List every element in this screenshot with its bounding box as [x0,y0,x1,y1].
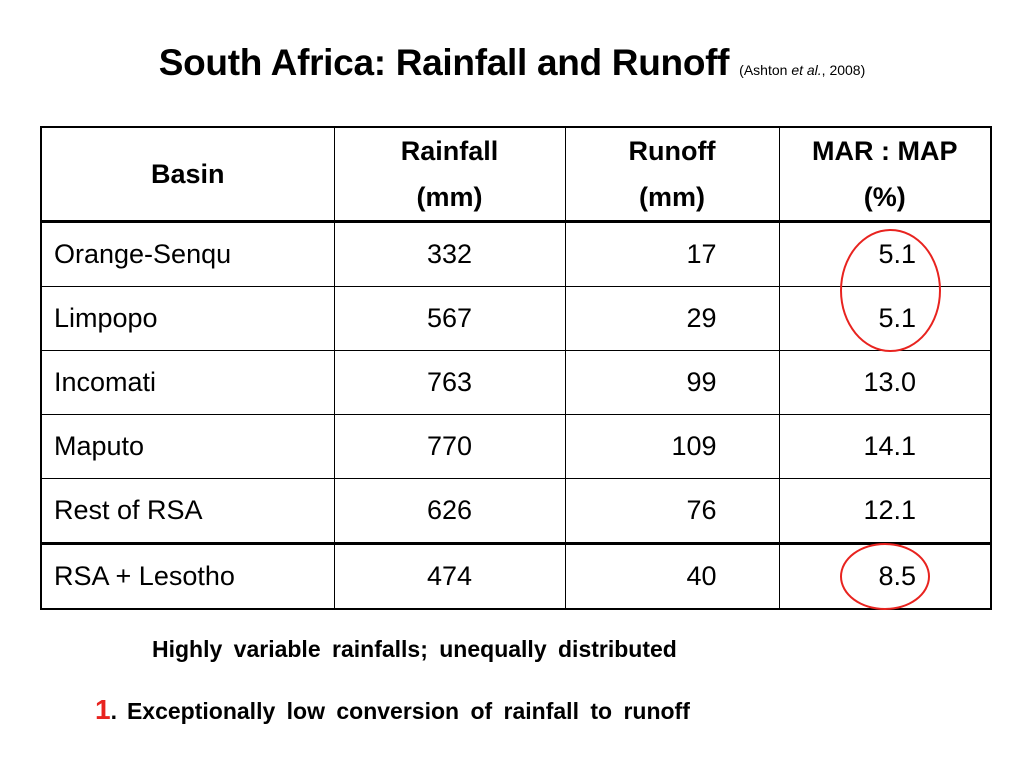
citation-et-al: et al. [791,62,822,78]
note-text: Highly variable rainfalls; unequally dis… [152,636,677,662]
runoff-cell: 109 [564,414,780,479]
point-text: Exceptionally low conversion of rainfall… [126,698,690,724]
basin-cell: Orange-Senqu [40,221,335,287]
title-main: South Africa: Rainfall and Runoff [158,42,730,83]
citation-year: , 2008) [821,62,866,78]
point-separator: . [110,698,117,724]
header-basin: Basin [40,126,335,223]
rainfall-cell: 567 [333,286,566,351]
rainfall-cell: 474 [333,542,566,610]
ratio-cell: 12.1 [778,478,992,544]
ratio-cell: 13.0 [778,350,992,415]
table-row: Incomati 763 99 13.0 [40,350,992,415]
key-point: 1. Exceptionally low conversion of rainfa… [95,694,690,726]
rainfall-cell: 770 [333,414,566,479]
table-row: Limpopo 567 29 5.1 [40,286,992,351]
header-rainfall: Rainfall (mm) [333,126,566,223]
rainfall-cell: 763 [333,350,566,415]
basin-cell: Incomati [40,350,335,415]
table-header-row: Basin Rainfall (mm) Runoff (mm) MAR : MAP(… [40,126,992,223]
header-mar-map: MAR : MAP (%) [778,126,992,223]
rainfall-cell: 626 [333,478,566,544]
ratio-cell: 14.1 [778,414,992,479]
basin-cell: Maputo [40,414,335,479]
table-row: Maputo 770 109 14.1 [40,414,992,479]
basin-cell: Limpopo [40,286,335,351]
highlight-circle-low-ratio [840,229,941,352]
rainfall-runoff-table: Basin Rainfall (mm) Runoff (mm) MAR : MAP(… [40,126,992,610]
point-number: 1 [95,694,111,725]
runoff-cell: 29 [564,286,780,351]
runoff-cell: 40 [564,542,780,610]
runoff-cell: 76 [564,478,780,544]
rainfall-cell: 332 [333,221,566,287]
runoff-cell: 17 [564,221,780,287]
basin-cell: RSA + Lesotho [40,542,335,610]
slide-title: South Africa: Rainfall and Runoff (Ashton… [0,42,1024,84]
title-citation: (Ashton et al., 2008) [739,62,865,78]
header-runoff: Runoff (mm) [564,126,780,223]
runoff-cell: 99 [564,350,780,415]
basin-cell: Rest of RSA [40,478,335,544]
table-row: Rest of RSA 626 76 12.1 [40,478,992,544]
highlight-circle-total-ratio [840,543,930,610]
citation-author: (Ashton [739,62,792,78]
